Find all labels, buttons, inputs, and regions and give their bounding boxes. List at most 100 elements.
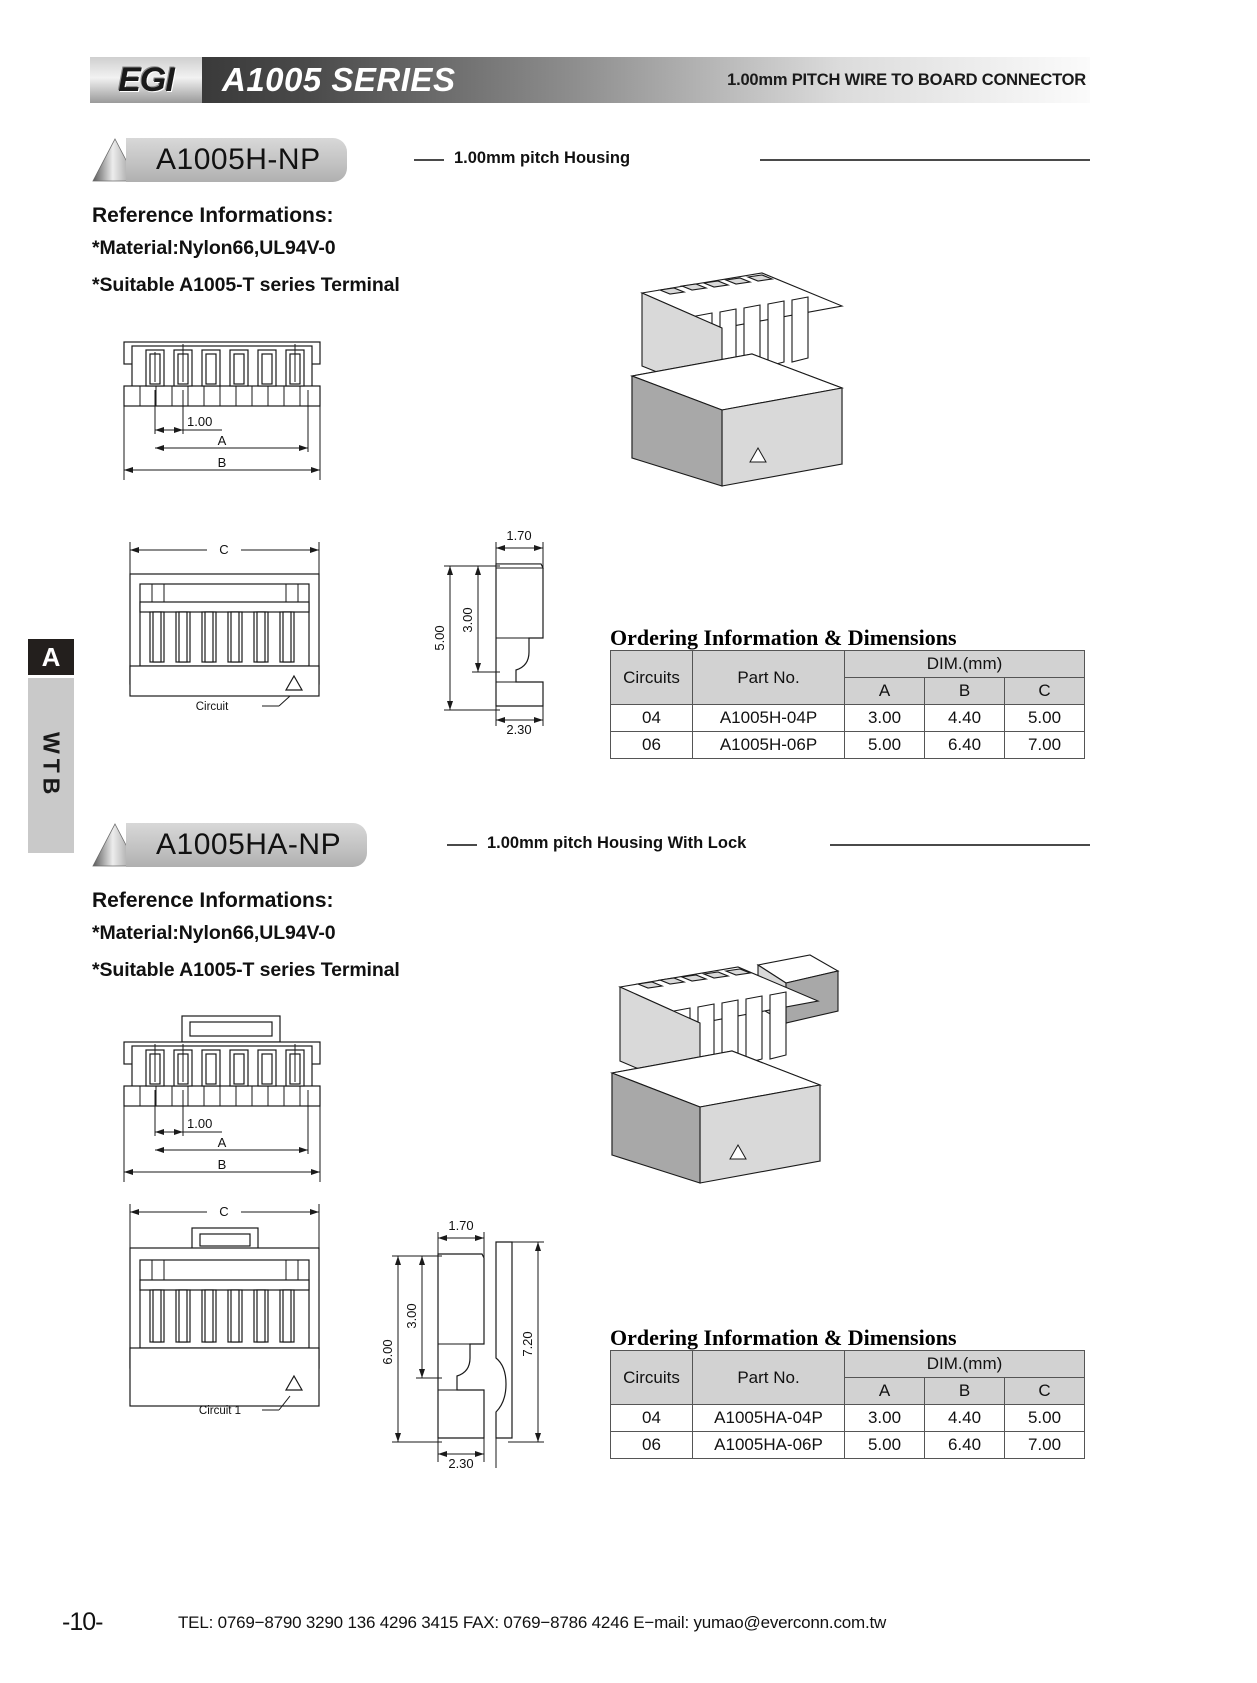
footer-contact: TEL: 0769−8790 3290 136 4296 3415 FAX: 0… [178, 1613, 887, 1632]
svg-text:1.70: 1.70 [506, 528, 531, 543]
table-row: 06 A1005HA-06P 5.00 6.40 7.00 [610, 1431, 1085, 1459]
part-family-label: A1005H-NP [156, 143, 321, 176]
ordering-table-a1005h: Circuits Part No. DIM.(mm) A B C 04 A100… [610, 650, 1085, 759]
th-dim-b: B [924, 1377, 1005, 1405]
drawing-bottom-view-a1005h: C [112, 528, 337, 728]
page-number: -10- [62, 1608, 103, 1636]
pill-dash-left [414, 159, 444, 161]
section-header-a1005h: A1005H-NP 1.00mm pitch Housing [92, 138, 1092, 182]
series-subtitle: 1.00mm PITCH WIRE TO BOARD CONNECTOR [727, 71, 1086, 89]
banner-gradient-bar [202, 57, 1090, 103]
svg-text:B: B [218, 455, 227, 470]
cell-dim-c: 7.00 [1004, 731, 1085, 759]
reference-title-2: Reference Informations: [92, 889, 334, 912]
svg-text:1.00: 1.00 [187, 1116, 212, 1131]
reference-line-1-0: *Material:Nylon66,UL94V-0 [92, 237, 336, 259]
part-family-label: A1005HA-NP [156, 828, 342, 861]
pill-dash-right [830, 844, 1090, 846]
cell-dim-a: 3.00 [844, 704, 925, 732]
th-part-no: Part No. [692, 650, 845, 705]
cell-dim-c: 5.00 [1004, 1404, 1085, 1432]
cell-part-no: A1005HA-04P [692, 1404, 845, 1432]
th-dim-a: A [844, 677, 925, 705]
table-title-2: Ordering Information & Dimensions [610, 1325, 957, 1350]
th-part-no: Part No. [692, 1350, 845, 1405]
pill-note-a1005h: 1.00mm pitch Housing [454, 149, 631, 167]
cell-dim-c: 7.00 [1004, 1431, 1085, 1459]
th-dim-c: C [1004, 677, 1085, 705]
th-dim-group: DIM.(mm) [844, 650, 1085, 678]
reference-line-2-0: *Material:Nylon66,UL94V-0 [92, 922, 336, 944]
cell-circuits: 04 [610, 704, 693, 732]
svg-text:A: A [218, 433, 227, 448]
svg-text:7.20: 7.20 [520, 1331, 535, 1356]
part-family-pill-a1005ha: A1005HA-NP [126, 823, 368, 867]
cell-dim-a: 5.00 [844, 731, 925, 759]
side-tab-letter: A [28, 639, 74, 675]
cell-dim-c: 5.00 [1004, 704, 1085, 732]
pill-note-a1005ha: 1.00mm pitch Housing With Lock [487, 834, 747, 852]
th-dim-a: A [844, 1377, 925, 1405]
logo-text: EGI [118, 60, 175, 99]
cell-dim-a: 3.00 [844, 1404, 925, 1432]
drawing-isometric-a1005ha [598, 945, 868, 1210]
cell-part-no: A1005HA-06P [692, 1431, 845, 1459]
ordering-table-a1005ha: Circuits Part No. DIM.(mm) A B C 04 A100… [610, 1350, 1085, 1459]
egi-logo: EGI [90, 57, 202, 103]
part-family-pill-a1005h: A1005H-NP [126, 138, 347, 182]
section-header-a1005ha: A1005HA-NP 1.00mm pitch Housing With Loc… [92, 823, 1092, 867]
cell-circuits: 06 [610, 1431, 693, 1459]
drawing-bottom-view-a1005ha: C [112, 1190, 337, 1460]
cell-part-no: A1005H-04P [692, 704, 845, 732]
page-banner: EGI A1005 SERIES 1.00mm PITCH WIRE TO BO… [90, 57, 1090, 103]
cell-part-no: A1005H-06P [692, 731, 845, 759]
table-header-row-sub: A B C [611, 1377, 1085, 1405]
reference-title-1: Reference Informations: [92, 204, 334, 227]
reference-line-2-1: *Suitable A1005-T series Terminal [92, 959, 400, 981]
cell-circuits: 04 [610, 1404, 693, 1432]
cell-dim-b: 6.40 [924, 1431, 1005, 1459]
pill-dash-right [760, 159, 1090, 161]
table-row: 04 A1005HA-04P 3.00 4.40 5.00 [610, 1404, 1085, 1432]
table-header-row-top: Circuits Part No. DIM.(mm) [610, 650, 1085, 705]
circuit-label-1: Circuit [196, 701, 229, 713]
svg-text:C: C [219, 1204, 228, 1219]
drawing-side-view-a1005h: 1.70 3.00 5.00 2.30 [408, 520, 568, 740]
svg-text:2.30: 2.30 [506, 722, 531, 737]
drawing-side-view-a1005ha: 1.70 3.00 6.00 7.20 [378, 1212, 578, 1482]
svg-text:A: A [218, 1135, 227, 1150]
svg-text:3.00: 3.00 [404, 1303, 419, 1328]
cell-dim-b: 4.40 [924, 1404, 1005, 1432]
svg-text:B: B [218, 1157, 227, 1172]
th-circuits: Circuits [610, 1350, 693, 1405]
pill-dash-left [447, 844, 477, 846]
table-row: 06 A1005H-06P 5.00 6.40 7.00 [610, 731, 1085, 759]
cell-dim-b: 6.40 [924, 731, 1005, 759]
cell-dim-a: 5.00 [844, 1431, 925, 1459]
dim-pitch-label-1: 1.00 [187, 414, 212, 429]
table-header-row-top: Circuits Part No. DIM.(mm) [610, 1350, 1085, 1405]
drawing-front-view-a1005h: 1.00 A B [112, 330, 332, 490]
cell-circuits: 06 [610, 731, 693, 759]
circuit-label-2: Circuit 1 [199, 1405, 241, 1417]
svg-text:6.00: 6.00 [380, 1339, 395, 1364]
table-header-row-sub: A B C [611, 677, 1085, 705]
th-dim-c: C [1004, 1377, 1085, 1405]
svg-text:2.30: 2.30 [448, 1456, 473, 1471]
th-dim-group: DIM.(mm) [844, 1350, 1085, 1378]
side-tab-category: WTB [28, 678, 74, 853]
drawing-front-view-a1005ha: 1.00 A B [112, 1008, 342, 1198]
cell-dim-b: 4.40 [924, 704, 1005, 732]
svg-text:3.00: 3.00 [460, 607, 475, 632]
th-dim-b: B [924, 677, 1005, 705]
th-circuits: Circuits [610, 650, 693, 705]
reference-line-1-1: *Suitable A1005-T series Terminal [92, 274, 400, 296]
table-row: 04 A1005H-04P 3.00 4.40 5.00 [610, 704, 1085, 732]
table-title-1: Ordering Information & Dimensions [610, 625, 957, 650]
side-tab-category-label: WTB [38, 731, 65, 800]
svg-text:1.70: 1.70 [448, 1218, 473, 1233]
series-title: A1005 SERIES [222, 61, 456, 98]
drawing-isometric-a1005h [612, 258, 872, 508]
svg-text:5.00: 5.00 [432, 625, 447, 650]
svg-text:C: C [219, 542, 228, 557]
